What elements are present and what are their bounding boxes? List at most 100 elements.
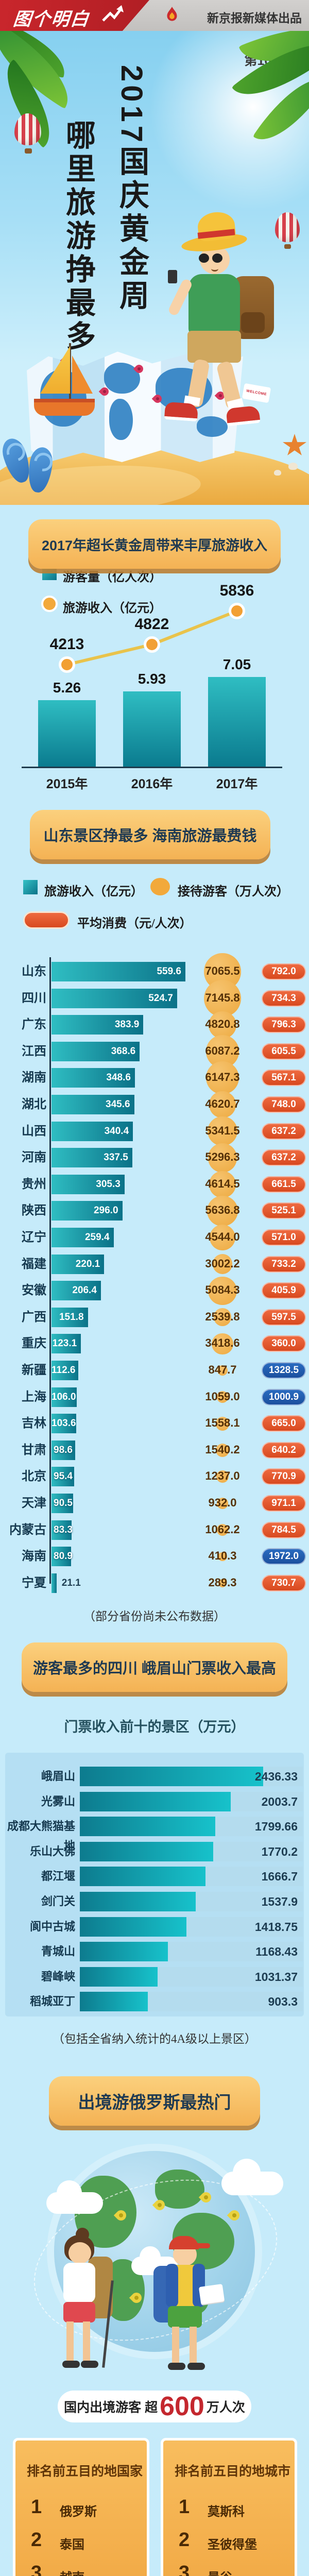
legend-income2-label: 旅游收入（亿元）	[44, 885, 143, 899]
rank-number: 3	[31, 2562, 42, 2576]
province-income-bar	[52, 1228, 114, 1247]
brand-text: 新京报新媒体出品	[207, 11, 302, 25]
province-name: 重庆	[22, 1336, 46, 1351]
province-name: 安徽	[22, 1283, 46, 1298]
province-visitors-value: 4620.7	[205, 1097, 240, 1110]
province-name: 陕西	[22, 1204, 46, 1218]
province-name: 广东	[22, 1018, 46, 1032]
province-avg-pill: 1000.9	[262, 1388, 306, 1405]
province-avg-pill: 734.3	[262, 990, 306, 1007]
province-name: 江西	[22, 1044, 46, 1058]
balloon-basket	[284, 244, 291, 249]
rank-number: 1	[179, 2496, 190, 2518]
cloud	[221, 2158, 283, 2195]
province-visitors-bubble	[218, 1552, 227, 1561]
province-income-value: 345.6	[106, 1099, 130, 1110]
province-income-bar	[52, 988, 177, 1008]
province-income-bar	[52, 1015, 144, 1035]
balloon-basket	[25, 148, 32, 154]
province-name: 山东	[22, 964, 46, 978]
province-visitors-value: 289.3	[208, 1575, 237, 1589]
province-visitors-value: 410.3	[208, 1549, 237, 1563]
province-income-value: 90.5	[54, 1498, 73, 1509]
province-income-bar	[52, 1095, 134, 1114]
province-avg-pill: 730.7	[262, 1574, 306, 1591]
top-countries-title: 排名前五目的地国家	[27, 2464, 143, 2479]
province-visitors-value: 1062.2	[205, 1522, 240, 1536]
province-visitors-value: 4614.5	[205, 1177, 240, 1190]
province-name: 四川	[22, 991, 46, 1005]
province-income-bar	[52, 1307, 88, 1327]
province-visitors-bubble	[216, 1524, 229, 1536]
outbound-stat-pill: 国内出境游客 超 600 万人次	[58, 2391, 251, 2422]
province-avg-pill: 661.5	[262, 1176, 306, 1193]
province-name: 上海	[22, 1389, 46, 1404]
sailboat	[34, 343, 96, 429]
province-income-value: 340.4	[104, 1125, 129, 1137]
map-landmass	[109, 399, 133, 440]
header-logo-background	[0, 0, 149, 31]
province-visitors-value: 5296.3	[205, 1150, 240, 1164]
legend-avg-swatch	[23, 911, 70, 929]
top-cities-card: 排名前五目的地城市 1莫斯科2圣彼得堡3曼谷4芭提雅5新加坡城	[161, 2438, 297, 2576]
scenic-subtitle: 门票收入前十的景区（万元）	[64, 1719, 245, 1735]
province-avg-pill: 770.9	[262, 1468, 306, 1485]
province-income-bar	[52, 1281, 101, 1301]
legend-avg-label: 平均消费（元/人次）	[77, 917, 192, 930]
province-visitors-bubble	[217, 1498, 228, 1509]
province-visitors-value: 2539.8	[205, 1310, 240, 1323]
province-income-value: 112.6	[52, 1365, 76, 1376]
province-income-value: 296.0	[93, 1205, 118, 1216]
province-income-bar	[52, 1387, 77, 1407]
province-income-value: 95.4	[54, 1471, 73, 1482]
stat-prefix: 国内出境游客 超	[64, 2400, 158, 2415]
province-visitors-bubble	[209, 1091, 236, 1118]
province-income-bar	[52, 1520, 72, 1540]
province-income-value: 103.6	[52, 1418, 76, 1429]
province-avg-pill: 605.5	[262, 1043, 306, 1060]
province-name: 广西	[22, 1310, 46, 1324]
province-avg-pill: 405.9	[262, 1282, 306, 1299]
province-avg-pill: 971.1	[262, 1495, 306, 1512]
province-income-bar	[52, 1148, 132, 1168]
hero-title-line1: 2017国庆黄金周	[115, 65, 148, 314]
province-income-bar	[52, 1414, 77, 1434]
province-visitors-bubble	[206, 1061, 239, 1095]
stat-suffix: 万人次	[206, 2400, 245, 2415]
hero-title-line2: 哪里旅游挣最多	[61, 120, 95, 354]
province-income-bar	[52, 1467, 75, 1487]
province-visitors-value: 1540.2	[205, 1443, 240, 1456]
province-visitors-bubble	[212, 1254, 233, 1274]
map-landmass	[197, 416, 228, 437]
province-visitors-bubble	[204, 953, 241, 990]
province-avg-pill: 792.0	[262, 963, 306, 980]
province-income-value: 337.5	[104, 1152, 128, 1163]
province-visitors-value: 847.7	[208, 1363, 237, 1376]
province-income-value: 151.8	[59, 1311, 84, 1323]
province-visitors-value: 932.0	[208, 1496, 237, 1509]
province-avg-pill: 796.3	[262, 1016, 306, 1033]
province-name: 湖北	[22, 1097, 46, 1111]
trend-arrow-icon	[102, 5, 124, 22]
province-visitors-bubble	[204, 979, 241, 1017]
province-visitors-bubble	[209, 1011, 236, 1039]
province-name: 内蒙古	[9, 1522, 46, 1537]
province-chart-axis	[49, 957, 51, 1584]
province-income-value: 21.1	[61, 1577, 81, 1588]
province-name: 海南	[22, 1549, 46, 1564]
rank-country-name: 泰国	[60, 2538, 84, 2552]
chart1-bar-value: 7.05	[222, 656, 251, 672]
province-visitors-value: 5341.5	[205, 1124, 240, 1137]
province-income-bar	[52, 1440, 75, 1460]
rank-number: 1	[31, 2496, 42, 2518]
chart1-bar-value: 5.26	[53, 679, 81, 696]
province-visitors-bubble	[212, 1333, 233, 1355]
province-visitors-value: 3002.2	[205, 1257, 240, 1270]
province-avg-pill: 637.2	[262, 1123, 306, 1140]
province-visitors-bubble	[216, 1470, 229, 1483]
province-visitors-bubble	[208, 1276, 237, 1305]
province-footnote: （部分省份尚未公布数据）	[83, 1610, 226, 1623]
chart1-category-label: 2015年	[46, 777, 88, 791]
legend-income-swatch	[41, 596, 58, 612]
province-income-value: 123.1	[52, 1338, 77, 1349]
